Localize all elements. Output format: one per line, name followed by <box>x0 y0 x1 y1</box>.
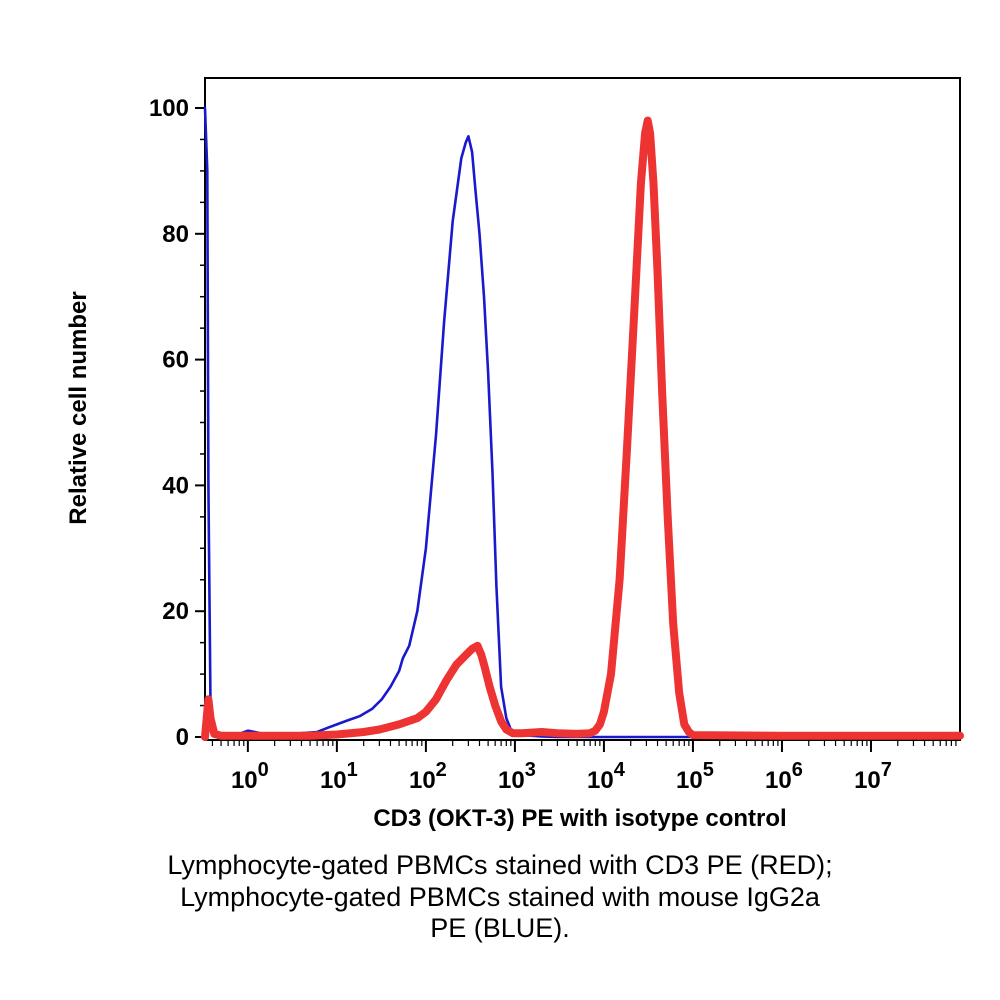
series-layer <box>201 106 964 741</box>
x-tick-label: 103 <box>498 759 536 794</box>
y-tick-label: 100 <box>149 95 189 122</box>
x-tick-label: 104 <box>587 759 626 794</box>
plot-border <box>204 77 961 741</box>
plot-frame <box>204 77 961 741</box>
y-tick-label: 40 <box>162 472 189 499</box>
x-tick-label: 102 <box>409 759 447 794</box>
x-tick-label: 100 <box>231 759 269 794</box>
x-axis: 100 101 102 103 104 105 106 107 <box>211 740 957 794</box>
caption-line: Lymphocyte-gated PBMCs stained with mous… <box>180 881 820 912</box>
x-tick-label: 101 <box>320 759 358 794</box>
y-tick-label: 20 <box>162 598 189 625</box>
caption-line: PE (BLUE). <box>430 913 570 944</box>
x-axis-label: CD3 (OKT-3) PE with isotype control <box>373 805 786 832</box>
y-tick-label: 0 <box>176 724 189 751</box>
x-tick-label: 105 <box>676 759 714 794</box>
y-axis: 0 20 40 60 80 100 <box>149 95 205 751</box>
x-tick-label: 107 <box>854 759 892 794</box>
figure-caption: Lymphocyte-gated PBMCs stained with CD3 … <box>0 850 1000 945</box>
series-line-2 <box>201 116 964 741</box>
series-line-1 <box>203 106 962 739</box>
histogram-chart: 0 20 40 60 80 100 100 101 102 103 104 105 106 107 Re… <box>65 77 964 832</box>
x-tick-label: 106 <box>765 759 803 794</box>
y-axis-label: Relative cell number <box>65 291 92 524</box>
y-tick-label: 60 <box>162 347 189 374</box>
caption-line: Lymphocyte-gated PBMCs stained with CD3 … <box>167 850 833 880</box>
y-tick-label: 80 <box>162 221 189 248</box>
